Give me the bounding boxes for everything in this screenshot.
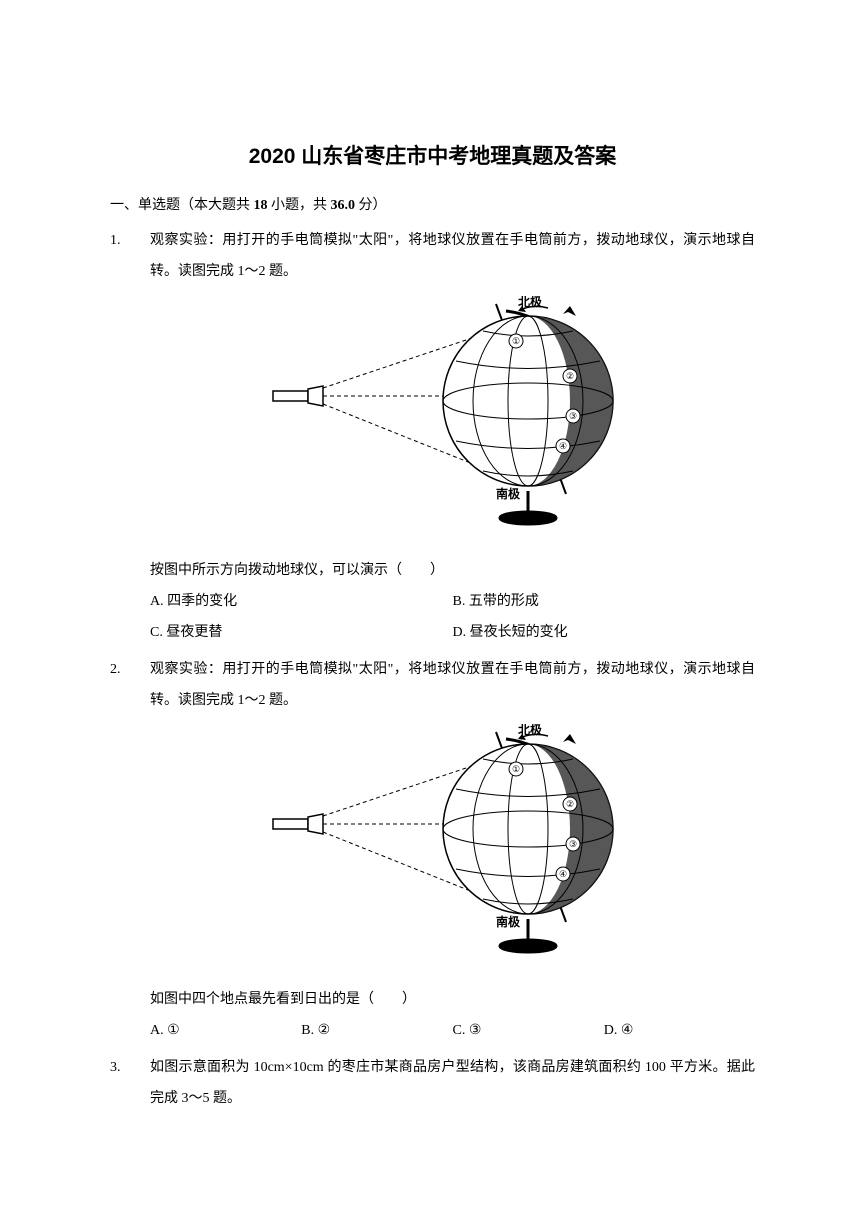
globe-diagram-icon: ① ② ③ ④ 北极 南极 [268,724,638,964]
point-2-label: ② [565,799,573,809]
section-mid: 小题，共 [268,198,331,213]
q2-option-b: B. ② [301,1016,452,1047]
north-pole-label: 北极 [518,296,543,309]
question-1: 1. 观察实验：用打开的手电筒模拟"太阳"，将地球仪放置在手电筒前方，拨动地球仪… [110,226,755,649]
north-pole-label: 北极 [518,724,543,737]
point-3-label: ③ [568,839,576,849]
section-suffix: 分） [355,198,387,213]
section-header: 一、单选题（本大题共 18 小题，共 36.0 分） [110,194,755,214]
q3-stem: 如图示意面积为 10cm×10cm 的枣庄市某商品房户型结构，该商品房建筑面积约… [150,1053,755,1115]
south-pole-label: 南极 [496,486,521,501]
q1-number: 1. [110,226,150,649]
q1-option-b: B. 五带的形成 [453,587,756,618]
q3-body: 如图示意面积为 10cm×10cm 的枣庄市某商品房户型结构，该商品房建筑面积约… [150,1053,755,1115]
q1-option-d: D. 昼夜长短的变化 [453,618,756,649]
q2-stem: 观察实验：用打开的手电筒模拟"太阳"，将地球仪放置在手电筒前方，拨动地球仪，演示… [150,655,755,717]
question-count: 18 [254,198,268,213]
q2-option-d: D. ④ [604,1016,755,1047]
q1-option-a: A. 四季的变化 [150,587,453,618]
point-4-label: ④ [558,869,566,879]
q2-prompt: 如图中四个地点最先看到日出的是（ ） [150,985,755,1016]
point-4-label: ④ [558,441,566,451]
q2-option-a: A. ① [150,1016,301,1047]
point-1-label: ① [511,764,519,774]
point-2-label: ② [565,371,573,381]
question-3: 3. 如图示意面积为 10cm×10cm 的枣庄市某商品房户型结构，该商品房建筑… [110,1053,755,1115]
q1-body: 观察实验：用打开的手电筒模拟"太阳"，将地球仪放置在手电筒前方，拨动地球仪，演示… [150,226,755,649]
globe-diagram-icon: ① ② ③ ④ 北极 南极 [268,296,638,536]
south-pole-label: 南极 [496,914,521,929]
exam-title: 2020 山东省枣庄市中考地理真题及答案 [110,140,755,170]
q2-number: 2. [110,655,150,1047]
section-points: 36.0 [331,198,356,213]
q1-option-c: C. 昼夜更替 [150,618,453,649]
q1-options: A. 四季的变化 B. 五带的形成 C. 昼夜更替 D. 昼夜长短的变化 [150,587,755,649]
q2-diagram: ① ② ③ ④ 北极 南极 [150,724,755,977]
section-prefix: 一、单选题（本大题共 [110,198,254,213]
q1-prompt: 按图中所示方向拨动地球仪，可以演示（ ） [150,556,755,587]
point-3-label: ③ [568,411,576,421]
q1-diagram: ① ② ③ ④ 北极 南极 [150,296,755,549]
q2-options: A. ① B. ② C. ③ D. ④ [150,1016,755,1047]
question-2: 2. 观察实验：用打开的手电筒模拟"太阳"，将地球仪放置在手电筒前方，拨动地球仪… [110,655,755,1047]
q2-option-c: C. ③ [453,1016,604,1047]
q1-stem: 观察实验：用打开的手电筒模拟"太阳"，将地球仪放置在手电筒前方，拨动地球仪，演示… [150,226,755,288]
point-1-label: ① [511,336,519,346]
q3-number: 3. [110,1053,150,1115]
q2-body: 观察实验：用打开的手电筒模拟"太阳"，将地球仪放置在手电筒前方，拨动地球仪，演示… [150,655,755,1047]
